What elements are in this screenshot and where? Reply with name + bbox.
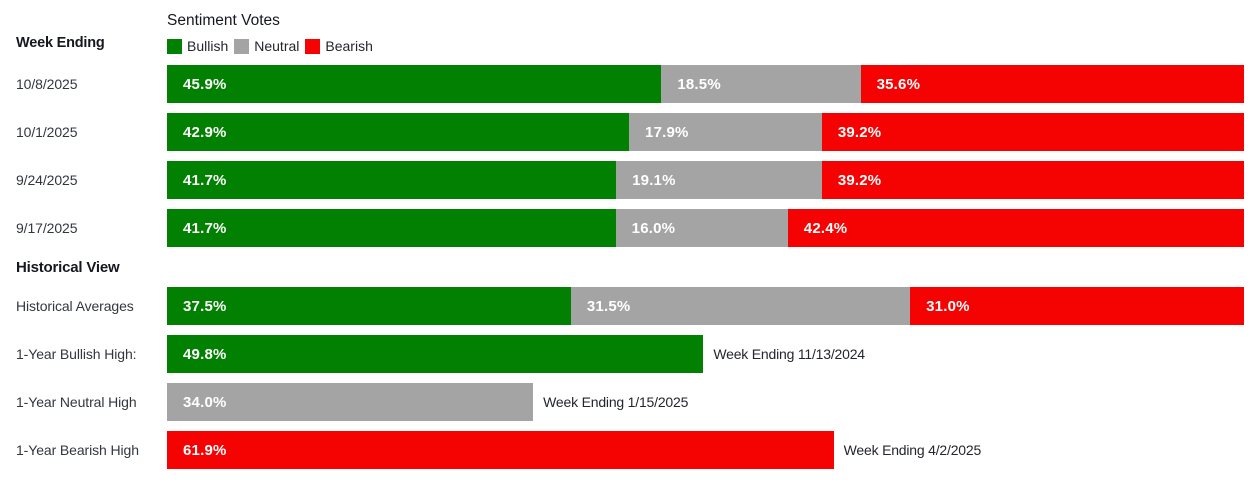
week-date-label: 9/24/2025: [16, 172, 78, 188]
bearish-segment: 39.2%: [821, 161, 1244, 199]
bullish-segment: 42.9%: [167, 113, 630, 151]
neutral-high-bar: 34.0%: [167, 383, 534, 421]
chart-title: Sentiment Votes: [167, 12, 280, 29]
bearish-high-label: 1-Year Bearish High: [16, 442, 139, 458]
bullish-high-value-label: 49.8%: [183, 345, 227, 363]
legend-label-bearish: Bearish: [325, 38, 373, 54]
historical-view-heading-row: Historical View: [0, 257, 1251, 277]
neutral-high-annotation: Week Ending 1/15/2025: [543, 394, 689, 410]
legend-item-bullish: Bullish: [167, 38, 228, 54]
week-date-label: 9/17/2025: [16, 220, 78, 236]
bullish-value-label: 45.9%: [183, 75, 227, 93]
week-date-label: 10/1/2025: [16, 124, 78, 140]
bullish-high-row: 1-Year Bullish High: 49.8% Week Ending 1…: [0, 335, 1251, 373]
bullish-segment: 41.7%: [167, 161, 617, 199]
bearish-value-label: 42.4%: [803, 219, 848, 237]
week-row: 9/24/2025 41.7% 19.1% 39.2%: [0, 161, 1251, 199]
neutral-segment: 31.5%: [570, 287, 911, 325]
bearish-value-label: 39.2%: [837, 123, 882, 141]
neutral-segment: 17.9%: [629, 113, 822, 151]
bullish-value-label: 37.5%: [183, 297, 227, 315]
week-row: 9/17/2025 41.7% 16.0% 42.4%: [0, 209, 1251, 247]
bullish-high-label: 1-Year Bullish High:: [16, 346, 137, 362]
neutral-value-label: 17.9%: [645, 123, 689, 141]
bullish-swatch-icon: [167, 38, 182, 54]
bullish-segment: 45.9%: [167, 65, 662, 103]
neutral-segment: 19.1%: [616, 161, 822, 199]
bullish-value-label: 41.7%: [183, 171, 227, 189]
bearish-high-row: 1-Year Bearish High 61.9% Week Ending 4/…: [0, 431, 1251, 469]
neutral-value-label: 31.5%: [586, 297, 631, 315]
stacked-bar: 41.7% 16.0% 42.4%: [167, 209, 1244, 247]
bullish-value-label: 42.9%: [183, 123, 227, 141]
historical-averages-row: Historical Averages 37.5% 31.5% 31.0%: [0, 287, 1251, 325]
neutral-value-label: 19.1%: [632, 171, 676, 189]
legend-item-bearish: Bearish: [305, 38, 373, 54]
bullish-segment: 37.5%: [167, 287, 571, 325]
bearish-high-bar: 61.9%: [167, 431, 834, 469]
stacked-bar: 45.9% 18.5% 35.6%: [167, 65, 1244, 103]
bearish-high-value-label: 61.9%: [183, 441, 227, 459]
historical-averages-label: Historical Averages: [16, 298, 134, 314]
bearish-high-annotation: Week Ending 4/2/2025: [843, 442, 982, 458]
stacked-bar: 41.7% 19.1% 39.2%: [167, 161, 1244, 199]
bullish-value-label: 41.7%: [183, 219, 227, 237]
legend-label-bullish: Bullish: [187, 38, 229, 54]
bullish-high-bar: 49.8%: [167, 335, 704, 373]
neutral-value-label: 18.5%: [677, 75, 721, 93]
neutral-high-label: 1-Year Neutral High: [16, 394, 137, 410]
single-bar-area: 49.8% Week Ending 11/13/2024: [167, 335, 1244, 373]
bearish-swatch-icon: [305, 38, 321, 54]
bearish-segment: 31.0%: [910, 287, 1244, 325]
neutral-value-label: 16.0%: [631, 219, 676, 237]
bullish-segment: 41.7%: [167, 209, 616, 247]
single-bar-area: 34.0% Week Ending 1/15/2025: [167, 383, 1244, 421]
neutral-segment: 18.5%: [661, 65, 861, 103]
legend-label-neutral: Neutral: [254, 38, 300, 54]
stacked-bar: 42.9% 17.9% 39.2%: [167, 113, 1244, 151]
historical-view-heading: Historical View: [16, 258, 120, 276]
bearish-segment: 39.2%: [821, 113, 1244, 151]
neutral-swatch-icon: [234, 38, 250, 54]
neutral-high-row: 1-Year Neutral High 34.0% Week Ending 1/…: [0, 383, 1251, 421]
legend-item-neutral: Neutral: [234, 38, 299, 54]
chart-title-block: Sentiment Votes Bullish Neutral Bearish: [167, 12, 1244, 54]
week-row: 10/8/2025 45.9% 18.5% 35.6%: [0, 65, 1251, 103]
neutral-segment: 16.0%: [615, 209, 788, 247]
stacked-bar: 37.5% 31.5% 31.0%: [167, 287, 1244, 325]
chart-legend: Bullish Neutral Bearish: [167, 38, 1244, 54]
chart-header: Week Ending Sentiment Votes Bullish Neut…: [0, 12, 1251, 54]
bearish-value-label: 39.2%: [837, 171, 882, 189]
week-date-label: 10/8/2025: [16, 76, 78, 92]
neutral-high-value-label: 34.0%: [183, 393, 227, 411]
bearish-value-label: 35.6%: [876, 75, 921, 93]
week-ending-column-header: Week Ending: [16, 35, 105, 51]
single-bar-area: 61.9% Week Ending 4/2/2025: [167, 431, 1244, 469]
bearish-segment: 42.4%: [787, 209, 1244, 247]
bearish-segment: 35.6%: [860, 65, 1244, 103]
week-row: 10/1/2025 42.9% 17.9% 39.2%: [0, 113, 1251, 151]
bullish-high-annotation: Week Ending 11/13/2024: [713, 346, 865, 362]
bearish-value-label: 31.0%: [926, 297, 970, 315]
